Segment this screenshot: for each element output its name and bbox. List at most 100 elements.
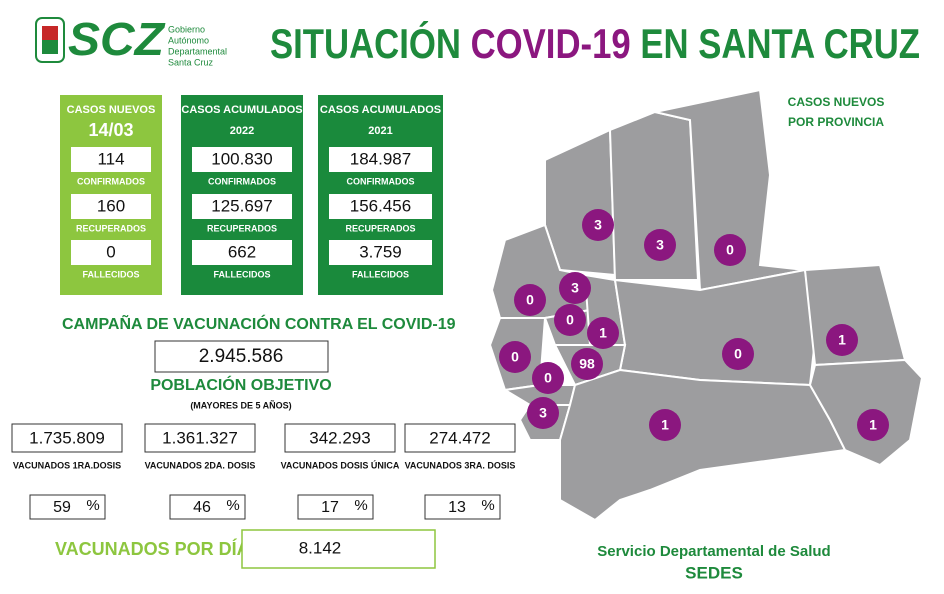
dose-percent: 46 (193, 499, 211, 516)
card-sub: 14/03 (88, 120, 133, 140)
card-label: CONFIRMADOS (77, 176, 145, 186)
footer-line: SEDES (685, 563, 743, 582)
percent-box (29, 494, 106, 520)
dose-box (11, 423, 123, 453)
dose-percent: 59 (53, 499, 71, 516)
percent-box (424, 494, 501, 520)
target-note: (MAYORES DE 5 AÑOS) (190, 400, 291, 410)
card-label: FALLECIDOS (213, 269, 270, 279)
province-pin (559, 272, 591, 304)
province-count: 1 (838, 332, 846, 348)
percent-box (169, 494, 246, 520)
org-line: Autónomo (168, 35, 209, 45)
value-box (329, 147, 432, 172)
card-value: 662 (228, 242, 256, 261)
dose-label: VACUNADOS DOSIS ÚNICA (281, 459, 400, 470)
province (803, 263, 907, 367)
province-count: 1 (869, 417, 877, 433)
dose-box (284, 423, 396, 453)
map-title: CASOS NUEVOS (788, 95, 885, 109)
province (559, 368, 847, 522)
title-part: COVID-19 (471, 20, 631, 67)
org-line: Departamental (168, 46, 227, 56)
province-count: 1 (661, 417, 669, 433)
per-day-box (241, 529, 436, 569)
footer-line: Servicio Departamental de Salud (597, 543, 830, 560)
province-pin (571, 348, 603, 380)
org-line: Gobierno (168, 24, 205, 34)
map: CASOS NUEVOS POR PROVINCIA 3 3 0 3 0 0 1 0 1 0 98 0… (488, 88, 924, 522)
card-label: RECUPERADOS (207, 223, 277, 233)
province-count: 0 (734, 346, 742, 362)
card-label: FALLECIDOS (352, 269, 409, 279)
province-count: 0 (726, 242, 734, 258)
province-pin (527, 397, 559, 429)
value-box (192, 240, 292, 265)
value-box (71, 147, 151, 172)
map-title: POR PROVINCIA (788, 115, 884, 129)
title: SITUACIÓN COVID-19 EN SANTA CRUZ (270, 19, 920, 67)
dose-value: 1.735.809 (29, 428, 105, 447)
crest-band (42, 26, 58, 40)
dose-box (144, 423, 256, 453)
card-value: 100.830 (211, 149, 272, 168)
card-value: 125.697 (211, 196, 272, 215)
province-count: 0 (566, 312, 574, 328)
dose-percent: 13 (448, 499, 466, 516)
province-count: 3 (594, 217, 602, 233)
province-pin (587, 317, 619, 349)
vaccination: CAMPAÑA DE VACUNACIÓN CONTRA EL COVID-19… (11, 313, 516, 569)
value-box (329, 194, 432, 219)
province-pin (514, 284, 546, 316)
province-pins: 3 3 0 3 0 0 1 0 1 0 98 0 3 1 1 (499, 209, 889, 441)
org-line: Santa Cruz (168, 57, 214, 67)
province-pin (722, 338, 754, 370)
card-value: 184.987 (350, 149, 411, 168)
title-part: EN SANTA CRUZ (631, 20, 920, 67)
value-box (71, 194, 151, 219)
card-heading: CASOS ACUMULADOS (320, 104, 441, 116)
value-box (329, 240, 432, 265)
dose-value: 1.361.327 (162, 428, 238, 447)
province-count: 3 (656, 237, 664, 253)
province-count: 98 (579, 356, 595, 372)
province (613, 268, 817, 387)
province (654, 88, 806, 292)
province-pin (644, 229, 676, 261)
province-pin (649, 409, 681, 441)
province-pin (554, 304, 586, 336)
logo-text: SCZ (68, 13, 166, 65)
card-value: 114 (97, 149, 124, 168)
cards: CASOS NUEVOS 14/03 114 CONFIRMADOS 160 RECUPE… (60, 95, 443, 295)
card-label: RECUPERADOS (345, 223, 415, 233)
card-label: RECUPERADOS (76, 223, 146, 233)
percent-sign: % (226, 497, 239, 514)
province-pin (532, 362, 564, 394)
crest-band (42, 40, 58, 54)
dose-label: VACUNADOS 3RA. DOSIS (405, 460, 516, 470)
dose-label: VACUNADOS 2DA. DOSIS (145, 460, 256, 470)
province-pin (714, 234, 746, 266)
province-count: 0 (544, 370, 552, 386)
card-value: 156.456 (350, 196, 411, 215)
card-sub: 2021 (368, 125, 392, 137)
province-count: 3 (539, 405, 547, 421)
card-label: CONFIRMADOS (208, 176, 276, 186)
title-part: SITUACIÓN (270, 19, 471, 67)
dose-value: 274.472 (429, 428, 490, 447)
card-label: CONFIRMADOS (347, 176, 415, 186)
dose-label: VACUNADOS 1RA.DOSIS (13, 460, 121, 470)
value-box (192, 194, 292, 219)
percent-sign: % (86, 497, 99, 514)
card-label: FALLECIDOS (82, 269, 139, 279)
card-value: 160 (97, 196, 125, 215)
logo: SCZ Gobierno Autónomo Departamental Sant… (35, 13, 227, 67)
target-box (154, 340, 329, 373)
percent-box (297, 494, 374, 520)
card-heading: CASOS ACUMULADOS (181, 104, 302, 116)
value-box (192, 147, 292, 172)
province-count: 0 (511, 349, 519, 365)
dose-box (404, 423, 516, 453)
